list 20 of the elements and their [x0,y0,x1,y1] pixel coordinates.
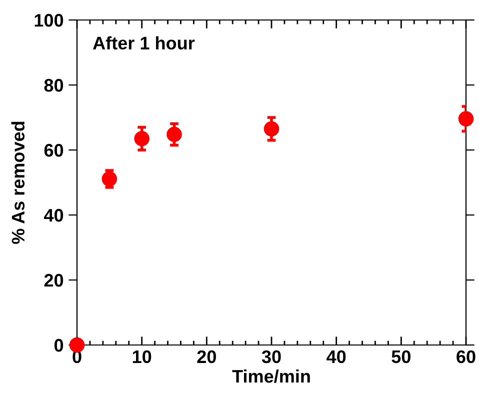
y-tick-label: 80 [44,78,64,92]
x-axis-title: Time/min [232,369,310,383]
y-tick-label: 60 [44,144,64,157]
y-tick-label: 40 [44,208,64,222]
x-tick-label: 60 [456,350,476,364]
y-tick-label: 0 [54,338,64,352]
annotation: After 1 hour [93,36,195,50]
point [458,111,474,126]
x-tick-label: 20 [197,350,216,364]
y-axis-title: % As removed [11,122,25,244]
y-tick-label: 20 [44,274,64,287]
x-tick-label: 40 [326,350,346,364]
point [134,130,150,146]
point [102,171,118,187]
y-tick-label: 100 [34,14,64,27]
x-tick-label: 10 [132,350,152,364]
x-tick-label: 50 [392,350,410,364]
point [264,121,280,137]
x-tick-label: 30 [262,350,281,364]
point [166,126,182,142]
